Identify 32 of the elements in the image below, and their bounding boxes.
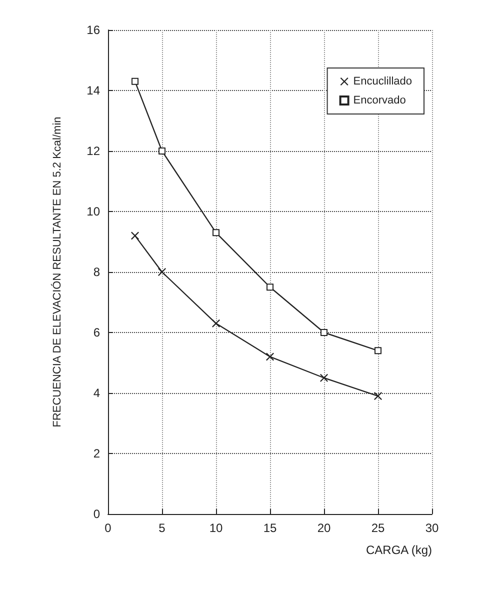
y-tick-label: 14 (86, 84, 100, 98)
y-axis-title: FRECUENCIA DE ELEVACIÓN RESULTANTE EN 5.2 Kcal/min (50, 116, 64, 428)
x-tick-label: 0 (104, 521, 112, 535)
x-tick-label: 25 (371, 521, 385, 535)
y-tick-label: 16 (86, 23, 100, 37)
point (320, 329, 328, 336)
point (212, 319, 220, 328)
point (374, 347, 382, 354)
point (266, 284, 274, 291)
point (374, 392, 382, 400)
x-tick-label: 5 (158, 521, 166, 535)
x-axis-title: CARGA (kg) (366, 543, 432, 557)
x-tick-label: 20 (317, 521, 331, 535)
y-tick-label: 8 (93, 265, 100, 279)
point (132, 78, 138, 85)
x-tick-label: 30 (425, 521, 439, 535)
y-tick-label: 10 (86, 204, 100, 218)
point (320, 374, 328, 382)
point (158, 268, 166, 276)
legend-label: Encorvado (353, 94, 406, 106)
x-tick-label: 10 (209, 521, 223, 535)
point (158, 148, 166, 154)
y-tick-label: 12 (86, 144, 100, 158)
legend-label: Encuclillado (353, 76, 412, 88)
y-tick-label: 2 (93, 446, 100, 460)
y-tick-label: 0 (93, 507, 100, 521)
x-tick-label: 15 (263, 521, 277, 535)
y-tick-label: 6 (93, 326, 100, 340)
point (212, 229, 220, 236)
point (266, 352, 274, 361)
y-tick-label: 4 (93, 386, 100, 400)
point (131, 232, 139, 240)
